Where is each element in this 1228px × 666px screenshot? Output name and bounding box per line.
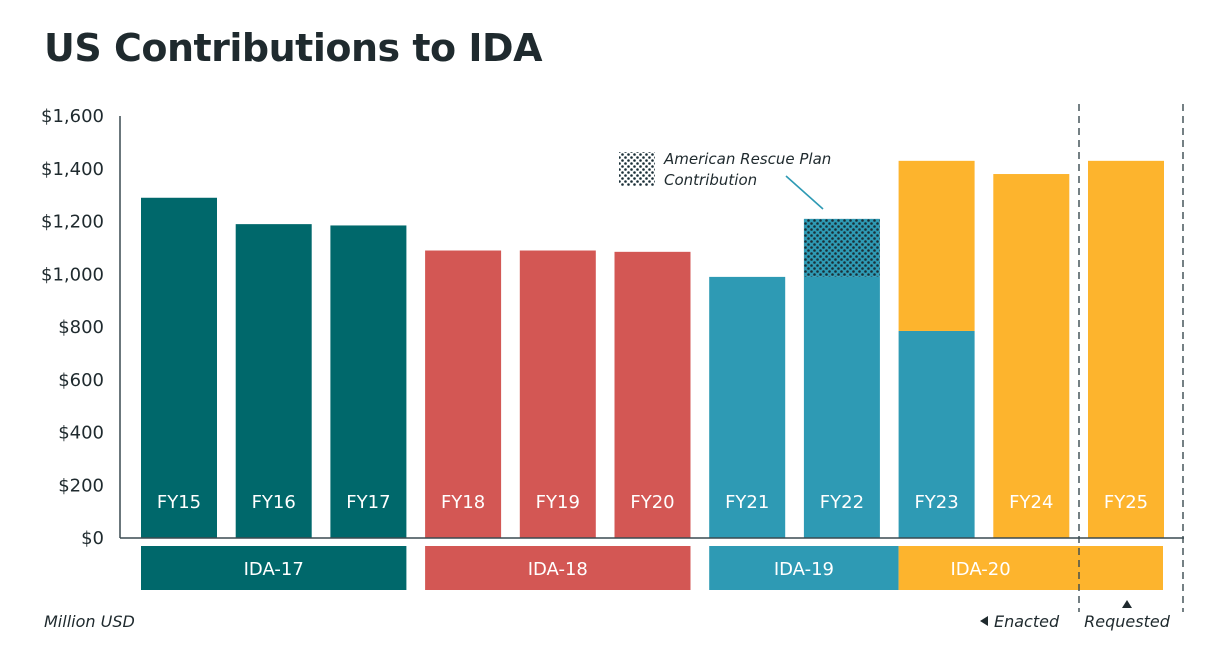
bar-fy17-segment-0	[330, 225, 407, 539]
period-label-ida-19: IDA-19	[774, 559, 834, 580]
status-markers: Enacted Requested Million USD	[44, 104, 1184, 631]
requested-arrow-icon	[1122, 600, 1132, 608]
y-tick-label: $800	[58, 317, 104, 338]
period-label-ida-17: IDA-17	[244, 559, 304, 580]
bar-label-fy19: FY19	[536, 492, 580, 513]
bar-label-fy25: FY25	[1104, 492, 1148, 513]
y-tick-label: $600	[58, 370, 104, 391]
bar-label-fy20: FY20	[630, 492, 674, 513]
bar-fy20-segment-0	[614, 251, 691, 539]
chart-title: US Contributions to IDA	[44, 26, 542, 70]
bar-label-fy16: FY16	[252, 492, 296, 513]
enacted-arrow-icon	[980, 616, 988, 626]
period-bands: IDA-17 IDA-18 IDA-19 IDA-20	[141, 546, 1163, 590]
annotation-leader	[785, 175, 824, 210]
bar-label-fy23: FY23	[914, 492, 958, 513]
annotation-line-1: American Rescue Plan	[663, 150, 831, 168]
bar-label-fy21: FY21	[725, 492, 769, 513]
bar-fy19-segment-0	[519, 250, 596, 538]
y-tick-label: $1,400	[41, 159, 104, 180]
bar-fy22-segment-0	[803, 276, 880, 538]
bar-fy21-segment-0	[709, 276, 786, 538]
bar-fy23-segment-1	[898, 160, 975, 331]
bar-label-fy24: FY24	[1009, 492, 1053, 513]
period-label-ida-20: IDA-20	[951, 559, 1011, 580]
y-tick-label: $0	[81, 528, 104, 549]
requested-label: Requested	[1084, 612, 1171, 631]
period-label-ida-18: IDA-18	[528, 559, 588, 580]
bar-fy24-segment-0	[993, 174, 1070, 538]
annotation: American Rescue Plan Contribution	[619, 150, 831, 210]
period-band-ida-19	[709, 546, 899, 590]
period-band-ida-20	[898, 546, 1163, 590]
bars: FY15 FY16 FY17 FY18 FY19 FY20 FY21 FY22 FY23 FY24…	[120, 160, 1184, 539]
bar-fy15-segment-0	[141, 197, 217, 538]
period-band-ida-17	[141, 546, 407, 590]
y-tick-label: $400	[58, 423, 104, 444]
y-tick-label: $1,000	[41, 264, 104, 285]
bar-fy18-segment-0	[425, 250, 502, 538]
bar-fy16-segment-0	[235, 224, 312, 538]
y-tick-label: $1,600	[41, 106, 104, 127]
bar-label-fy22: FY22	[820, 492, 864, 513]
bar-label-fy17: FY17	[346, 492, 390, 513]
period-band-ida-18	[425, 546, 691, 590]
bar-label-fy15: FY15	[157, 492, 201, 513]
bar-fy22-segment-1	[803, 218, 880, 277]
y-tick-label: $1,200	[41, 212, 104, 233]
bar-fy23-segment-0	[898, 330, 975, 538]
annotation-line-2: Contribution	[664, 171, 757, 189]
annotation-swatch	[619, 152, 655, 186]
enacted-label: Enacted	[994, 612, 1060, 631]
unit-note: Million USD	[44, 612, 135, 631]
y-tick-label: $200	[58, 475, 104, 496]
bar-fy25-segment-0	[1088, 160, 1164, 538]
y-axis: $0 $200 $400 $600 $800 $1,000 $1,200 $1,400 $1,6…	[41, 106, 121, 549]
bar-label-fy18: FY18	[441, 492, 485, 513]
